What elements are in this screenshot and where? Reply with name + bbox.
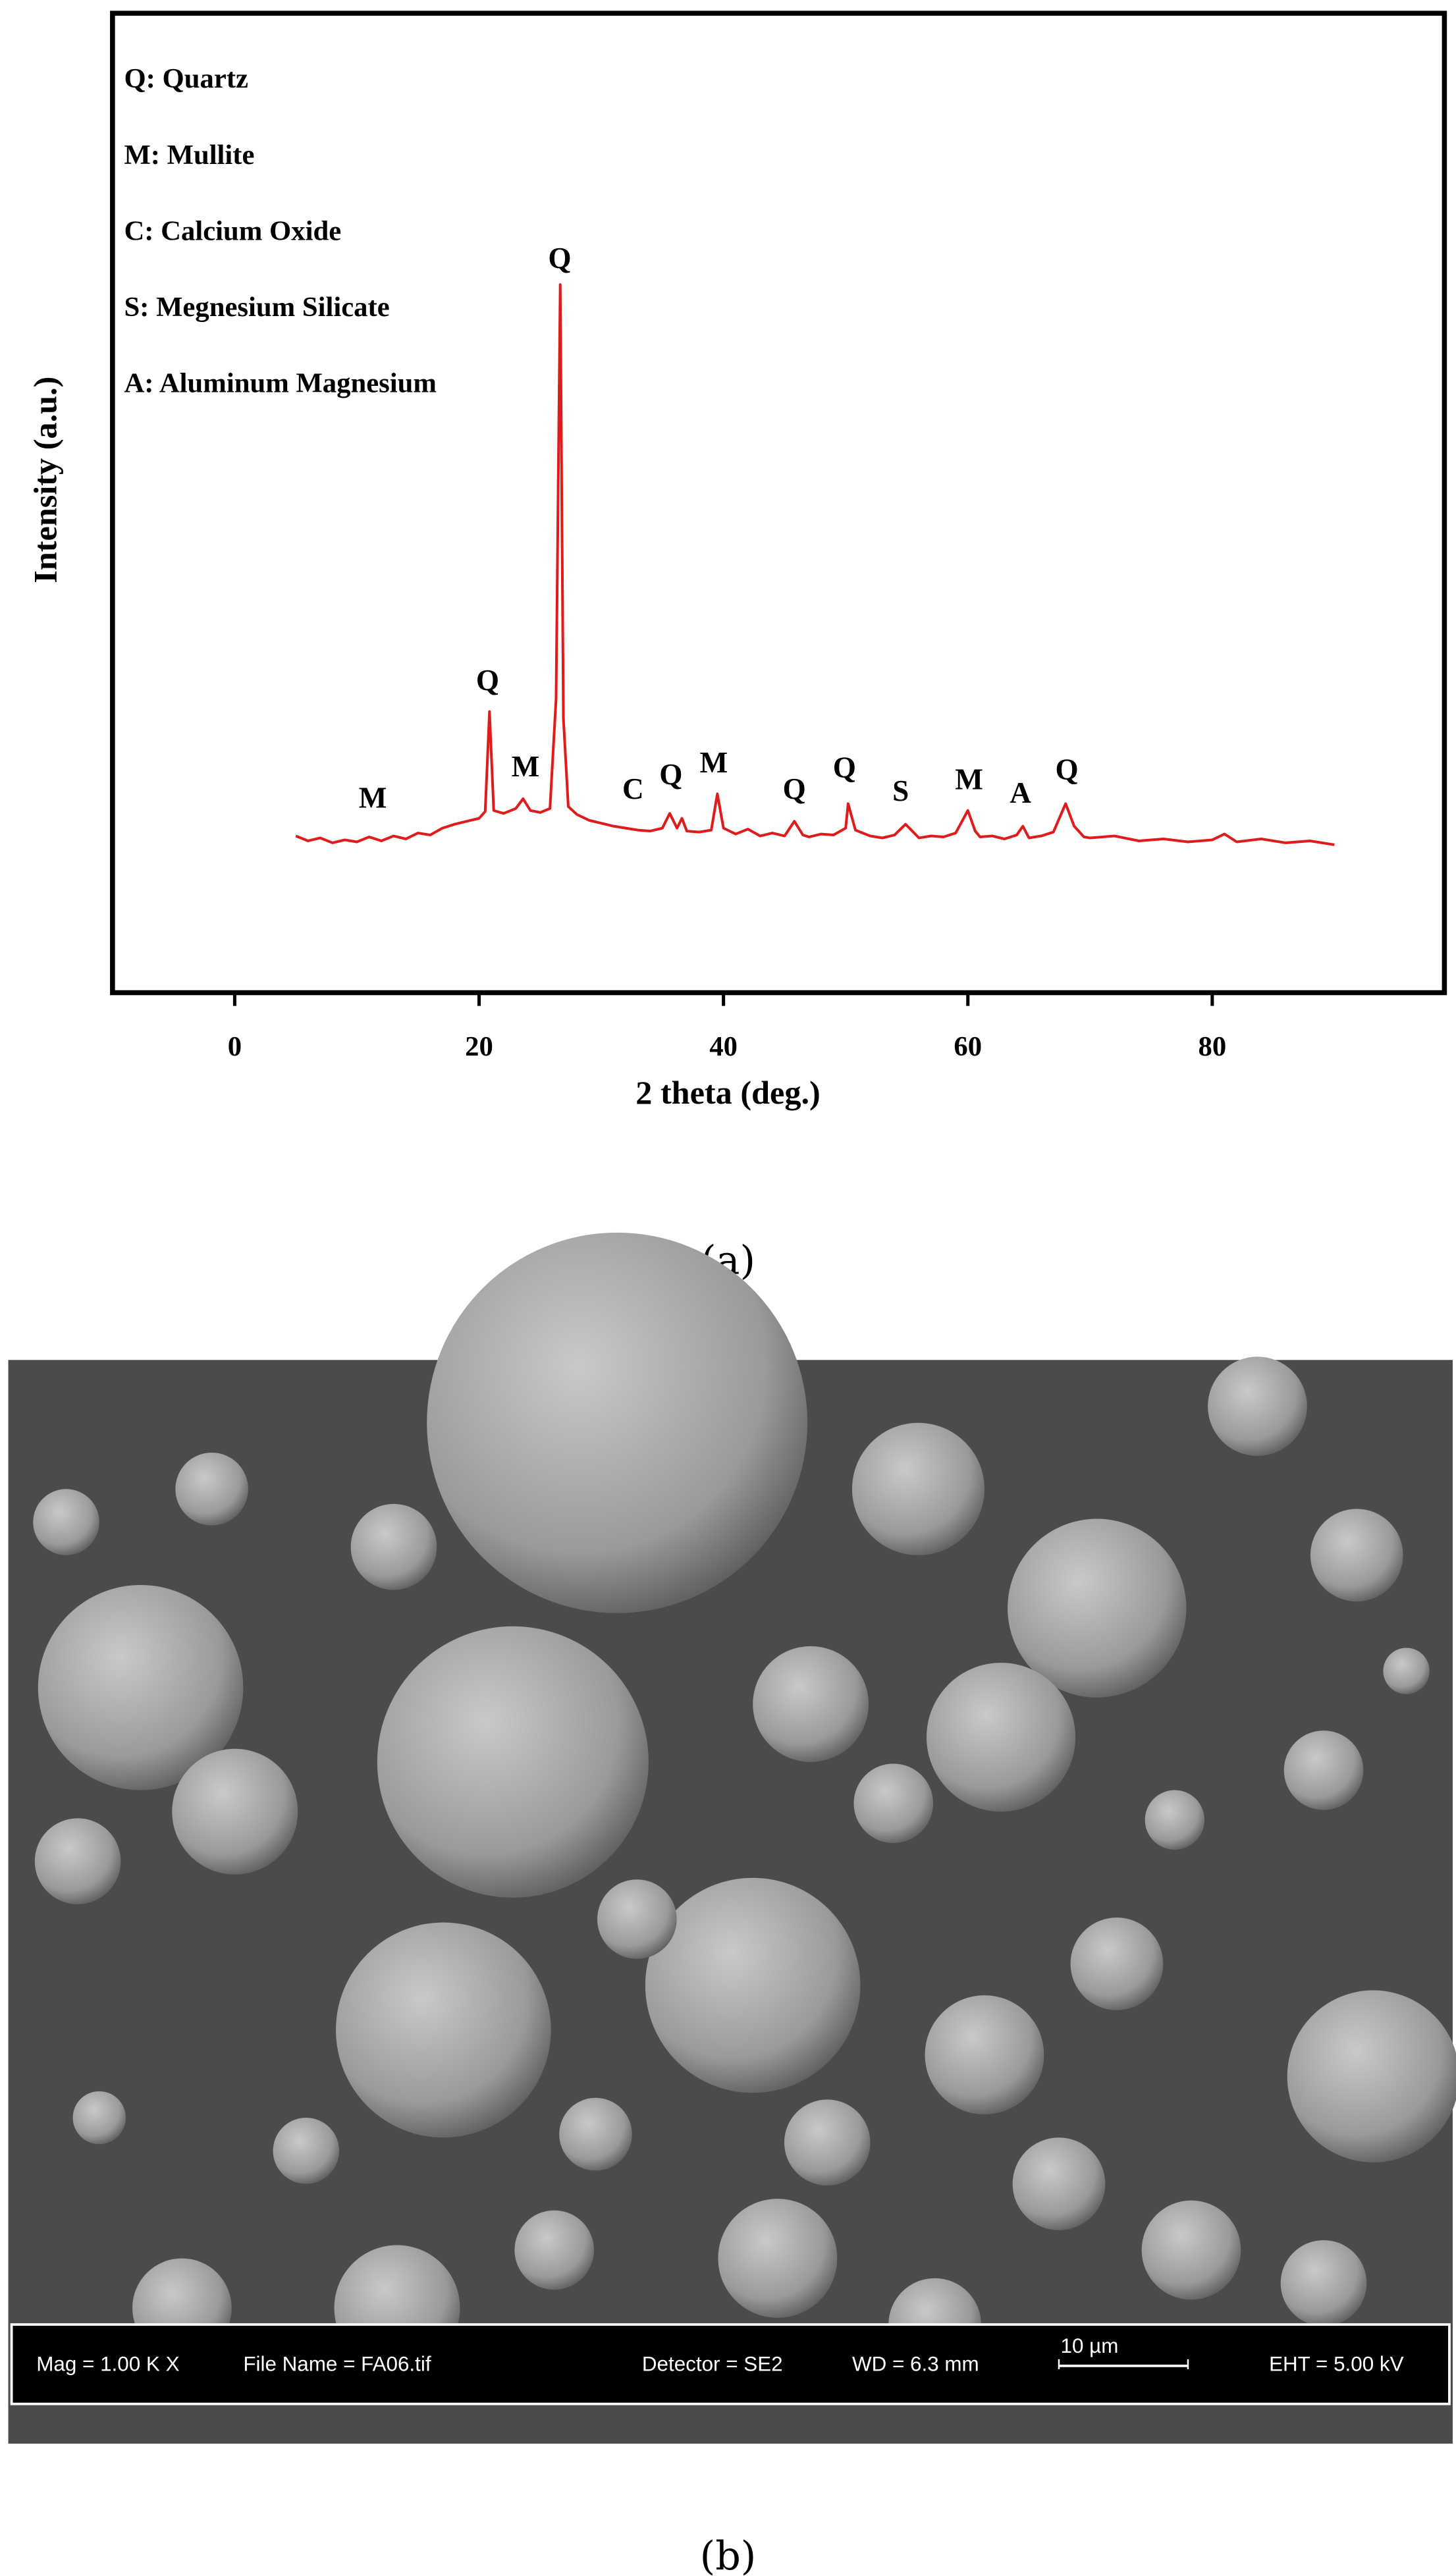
info-bar (10, 2323, 1451, 2405)
key-entry: M: Mullite (124, 140, 254, 171)
peak-label: Q (783, 772, 806, 805)
peak-label: M (512, 750, 540, 783)
peak-label: Q (548, 242, 571, 275)
peak-label: Q (1055, 753, 1078, 786)
x-axis-label: 2 theta (deg.) (635, 1074, 821, 1111)
key-entry: C: Calcium Oxide (124, 215, 341, 246)
key-entry: S: Megnesium Silicate (124, 292, 389, 323)
peak-label: M (699, 746, 728, 779)
sem-info: Detector = SE2 (642, 2352, 783, 2375)
sem-info: File Name = FA06.tif (243, 2352, 431, 2375)
key-entry: A: Aluminum Magnesium (124, 367, 437, 398)
x-tick-label: 0 (228, 1031, 242, 1062)
sem-image: Mag = 1.00 K X File Name = FA06.tif Dete… (8, 1232, 1456, 2444)
x-tick-label: 80 (1199, 1031, 1227, 1062)
peak-label: Q (659, 758, 682, 791)
peak-label: M (955, 763, 983, 795)
y-axis-label: Intensity (a.u.) (26, 377, 63, 583)
caption: (b) (700, 2533, 757, 2576)
sem-info: EHT = 5.00 kV (1269, 2352, 1404, 2375)
peak-label: C (622, 772, 644, 805)
x-tick-label: 60 (954, 1031, 982, 1062)
peak-label: Q (476, 664, 499, 697)
x-tick-label: 40 (709, 1031, 738, 1062)
peak-label: S (892, 774, 909, 807)
key-entry: Q: Quartz (124, 63, 248, 94)
plot-frame (110, 11, 1447, 996)
peak-label: M (359, 782, 387, 815)
data-line (295, 283, 1335, 846)
x-tick-label: 20 (465, 1031, 493, 1062)
peak-label: Q (833, 751, 856, 784)
sem-info: Mag = 1.00 K X (36, 2352, 179, 2375)
sem-info: WD = 6.3 mm (852, 2352, 979, 2375)
sem-info: 10 µm (1061, 2334, 1119, 2357)
peak-label: A (1010, 776, 1031, 809)
